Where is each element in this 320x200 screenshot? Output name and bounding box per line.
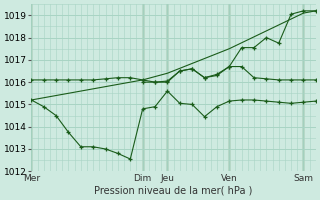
X-axis label: Pression niveau de la mer( hPa ): Pression niveau de la mer( hPa ) <box>94 186 253 196</box>
